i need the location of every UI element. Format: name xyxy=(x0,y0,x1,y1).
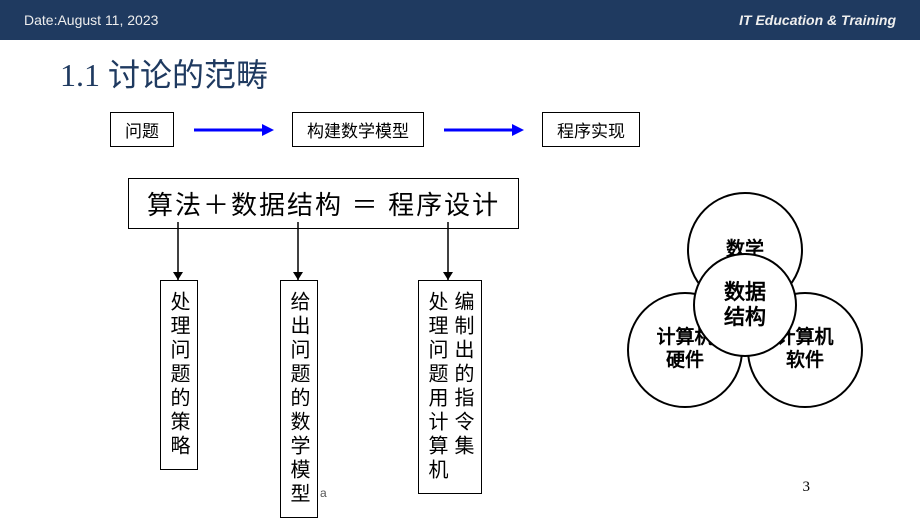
arrow-icon xyxy=(192,120,274,140)
slide-header: Date:August 11, 2023 IT Education & Trai… xyxy=(0,0,920,40)
eq-eq: ＝ xyxy=(352,191,380,220)
footnote: a xyxy=(320,486,327,500)
eq-part1: 算法 xyxy=(147,191,203,220)
vertical-box-1: 给出问题的数学模型 xyxy=(280,280,318,518)
arrow-icon xyxy=(442,120,524,140)
eq-part2: 数据结构 xyxy=(231,191,343,220)
vertical-box-0: 处理问题的策略 xyxy=(160,280,198,470)
page-number: 3 xyxy=(803,479,811,496)
flow-box-problem: 问题 xyxy=(110,112,174,147)
flow-row: 问题 构建数学模型 程序实现 xyxy=(110,112,640,147)
vertical-box-2: 编制出的指令集处理问题用计算机 xyxy=(418,280,482,494)
eq-plus: ＋ xyxy=(203,191,231,220)
header-date: Date:August 11, 2023 xyxy=(24,12,158,28)
venn-circle-3: 数据结构 xyxy=(693,253,797,357)
venn-diagram: 数学计算机硬件计算机软件数据结构 xyxy=(610,190,880,460)
eq-part3: 程序设计 xyxy=(388,191,500,220)
flow-box-model: 构建数学模型 xyxy=(292,112,424,147)
header-title: IT Education & Training xyxy=(739,12,896,28)
slide-title: 1.1 讨论的范畴 xyxy=(60,50,268,96)
equation-box: 算法＋数据结构 ＝ 程序设计 xyxy=(128,178,519,229)
flow-box-program: 程序实现 xyxy=(542,112,640,147)
